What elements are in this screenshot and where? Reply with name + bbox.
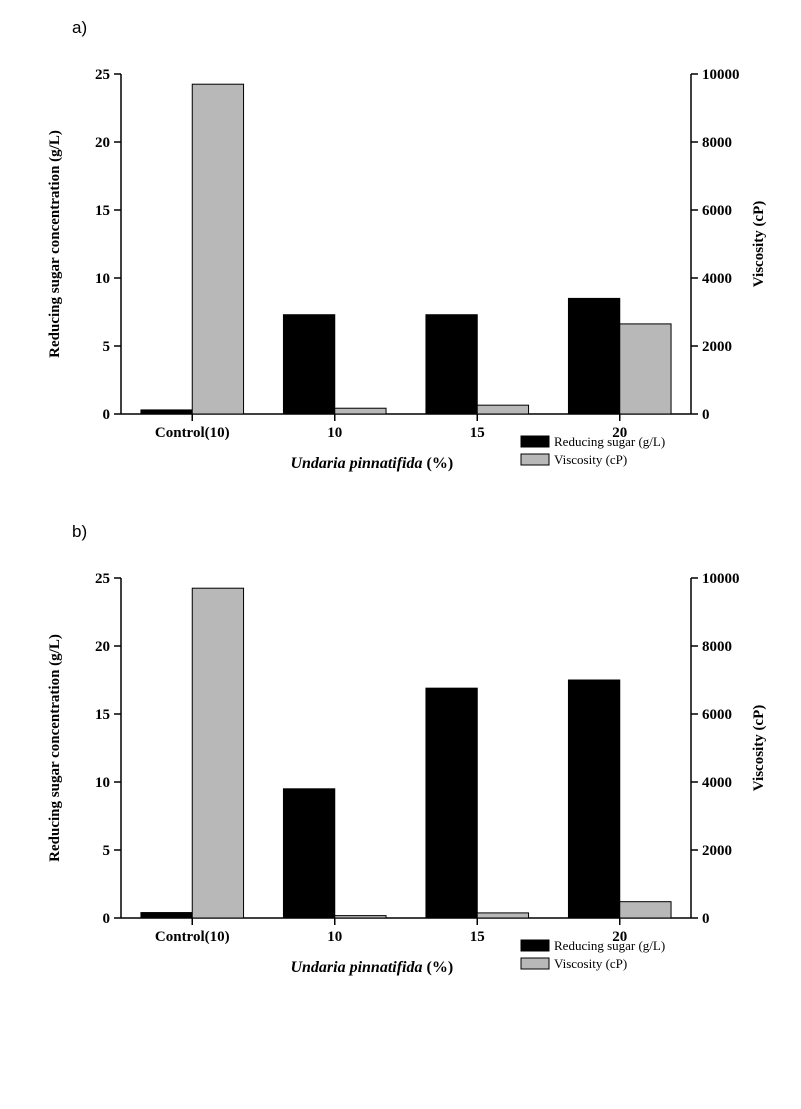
bar — [283, 315, 334, 414]
x-category-label: 10 — [327, 929, 342, 945]
ytick-right: 6000 — [702, 707, 732, 723]
ytick-left: 10 — [95, 775, 110, 791]
x-category-label: Control(10) — [154, 929, 229, 945]
ytick-right: 8000 — [702, 639, 732, 655]
panel-label: b) — [0, 514, 801, 548]
x-category-label: 10 — [327, 425, 342, 441]
legend-swatch — [521, 454, 549, 465]
ytick-left: 5 — [102, 339, 110, 355]
bar — [568, 680, 619, 918]
legend-label: Viscosity (cP) — [554, 956, 627, 971]
y-axis-right-title: Viscosity (cP) — [751, 201, 767, 288]
chart: 0 5 10 15 20 25 0 2000 4000 6000 8000 10000 Control(… — [21, 44, 781, 514]
x-category-label: 15 — [469, 425, 484, 441]
ytick-right: 2000 — [702, 843, 732, 859]
ytick-right: 6000 — [702, 203, 732, 219]
x-axis-title: Undaria pinnatifida (%) — [290, 959, 453, 976]
legend-swatch — [521, 940, 549, 951]
ytick-right: 2000 — [702, 339, 732, 355]
ytick-left: 0 — [102, 407, 110, 423]
bar — [619, 324, 670, 414]
legend-label: Viscosity (cP) — [554, 452, 627, 467]
bar — [140, 410, 191, 414]
ytick-right: 10000 — [702, 67, 740, 83]
ytick-right: 10000 — [702, 571, 740, 587]
bar — [425, 688, 476, 918]
bar — [477, 405, 528, 414]
bar — [140, 913, 191, 918]
bar — [192, 588, 243, 918]
legend-label: Reducing sugar (g/L) — [554, 938, 665, 953]
chart: 0 5 10 15 20 25 0 2000 4000 6000 8000 10000 Control(… — [21, 548, 781, 1018]
x-axis-title: Undaria pinnatifida (%) — [290, 455, 453, 472]
ytick-right: 0 — [702, 911, 710, 927]
bar — [619, 902, 670, 918]
ytick-left: 0 — [102, 911, 110, 927]
legend-swatch — [521, 436, 549, 447]
ytick-right: 8000 — [702, 135, 732, 151]
legend-label: Reducing sugar (g/L) — [554, 434, 665, 449]
y-axis-right-title: Viscosity (cP) — [751, 705, 767, 792]
ytick-left: 5 — [102, 843, 110, 859]
panel-label: a) — [0, 10, 801, 44]
bar — [477, 913, 528, 918]
bar — [425, 315, 476, 414]
ytick-left: 25 — [95, 571, 110, 587]
legend-swatch — [521, 958, 549, 969]
y-axis-left-title: Reducing sugar concentration (g/L) — [47, 634, 63, 862]
bar — [334, 408, 385, 414]
ytick-left: 25 — [95, 67, 110, 83]
ytick-left: 10 — [95, 271, 110, 287]
ytick-right: 4000 — [702, 775, 732, 791]
ytick-left: 15 — [95, 203, 110, 219]
ytick-left: 20 — [95, 639, 110, 655]
x-category-label: Control(10) — [154, 425, 229, 441]
y-axis-left-title: Reducing sugar concentration (g/L) — [47, 130, 63, 358]
bar — [192, 84, 243, 414]
bar — [334, 916, 385, 918]
ytick-right: 0 — [702, 407, 710, 423]
bar — [568, 298, 619, 414]
figure-root: a)05101520250200040006000800010000Contro… — [0, 10, 801, 1018]
ytick-right: 4000 — [702, 271, 732, 287]
x-category-label: 15 — [469, 929, 484, 945]
ytick-left: 20 — [95, 135, 110, 151]
bar — [283, 789, 334, 918]
ytick-left: 15 — [95, 707, 110, 723]
